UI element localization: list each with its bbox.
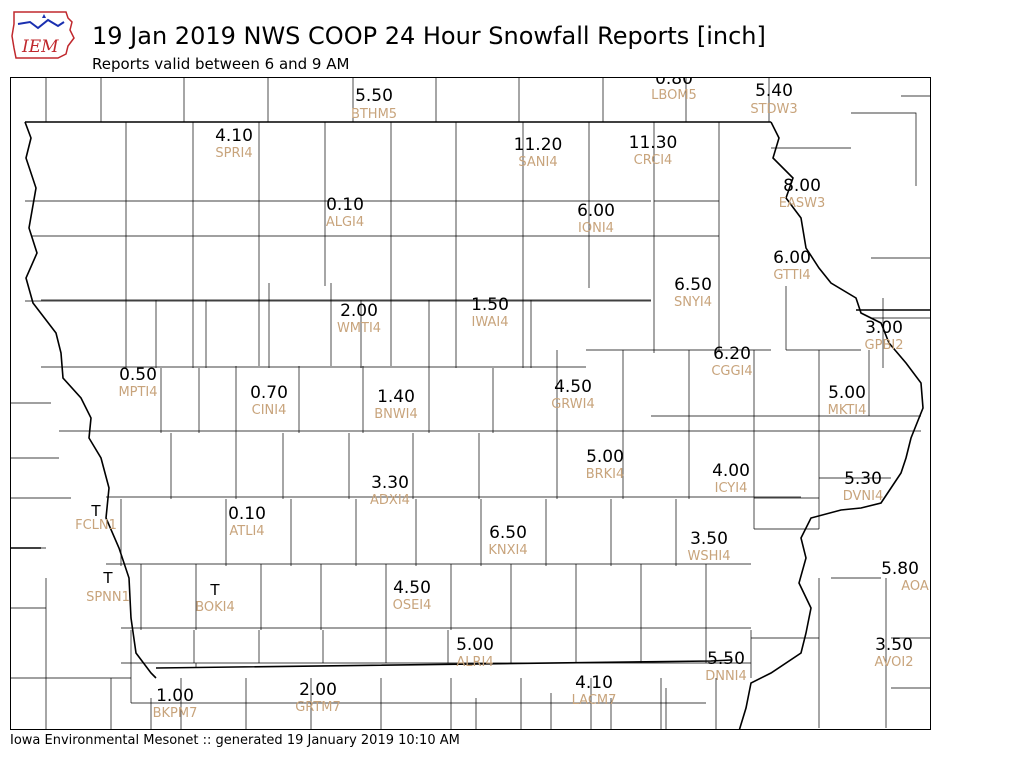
station-id: FCLN1	[75, 518, 117, 533]
snowfall-value: 0.10	[326, 195, 364, 215]
station-id: SPRI4	[215, 146, 252, 161]
station-id: LBOM5	[651, 88, 697, 103]
snowfall-value: T	[102, 569, 113, 587]
snowfall-value: 6.50	[674, 275, 712, 295]
snowfall-value: 5.30	[844, 469, 882, 489]
snowfall-value: 5.50	[355, 86, 393, 106]
snowfall-value: 3.30	[371, 473, 409, 493]
snowfall-value: 6.20	[713, 344, 751, 364]
snowfall-value: 5.00	[828, 383, 866, 403]
station-id: AOA	[901, 579, 929, 594]
snowfall-value: 4.10	[575, 673, 613, 693]
snowfall-value: 8.00	[783, 176, 821, 196]
station-id: MKTI4	[828, 403, 867, 418]
station-id: AVOI2	[874, 655, 913, 670]
station-id: ALRI4	[456, 655, 493, 670]
snowfall-value: 5.00	[456, 635, 494, 655]
station-id: GPBI2	[865, 338, 904, 353]
snowfall-value: 0.10	[228, 504, 266, 524]
snowfall-value: 11.20	[514, 135, 563, 155]
station-id: KNXI4	[488, 543, 527, 558]
iem-logo: IEM	[8, 8, 76, 66]
station-id: SNYI4	[674, 295, 712, 310]
station-id: EASW3	[779, 196, 825, 211]
station-id: ALGI4	[326, 215, 364, 230]
snowfall-value: 2.00	[299, 680, 337, 700]
map-panel: 5.50 BTHM5 0.80 LBOM5 5.40 STDW3 4.10 SPRI4 11.2…	[10, 77, 931, 730]
station-id: CGGI4	[711, 364, 752, 379]
station-id: LACM7	[572, 693, 617, 708]
snowfall-value: 11.30	[629, 133, 678, 153]
footer-credit: Iowa Environmental Mesonet :: generated …	[10, 733, 460, 748]
station-id: SANI4	[518, 155, 557, 170]
page-title: 19 Jan 2019 NWS COOP 24 Hour Snowfall Re…	[92, 22, 766, 50]
station-id: CRCI4	[634, 153, 673, 168]
logo-text: IEM	[21, 37, 59, 57]
station-id: GRTM7	[295, 700, 341, 715]
station-id: BTHM5	[351, 107, 397, 122]
snowfall-value: 6.00	[773, 248, 811, 268]
station-id: WMTI4	[337, 321, 381, 336]
snowfall-value: 3.50	[875, 635, 913, 655]
station-id: GRWI4	[551, 397, 595, 412]
snowfall-value: 1.00	[156, 686, 194, 706]
snowfall-value: 3.50	[690, 529, 728, 549]
station-id: DVNI4	[843, 489, 884, 504]
station-id: DNNI4	[705, 669, 747, 684]
snowfall-value: 5.80	[881, 559, 919, 579]
station-id: IWAI4	[472, 315, 509, 330]
station-id: BRKI4	[586, 467, 625, 482]
snowfall-value: 6.00	[577, 201, 615, 221]
snowfall-value: 4.00	[712, 461, 750, 481]
snowfall-value: 1.50	[471, 295, 509, 315]
station-id: ICYI4	[715, 481, 748, 496]
snowfall-value: T	[209, 581, 220, 599]
snowfall-value: 4.10	[215, 126, 253, 146]
station-id: IONI4	[578, 221, 614, 236]
station-id: MPTI4	[118, 385, 157, 400]
station-id: ADXI4	[370, 493, 410, 508]
snowfall-value: 0.80	[655, 78, 693, 89]
snowfall-value: 3.00	[865, 318, 903, 338]
snowfall-value: 5.40	[755, 81, 793, 101]
snowfall-value: 1.40	[377, 387, 415, 407]
station-id: CINI4	[252, 403, 287, 418]
snowfall-value: T	[90, 502, 101, 520]
station-id: STDW3	[750, 102, 797, 117]
station-id: OSEI4	[393, 598, 432, 613]
snowfall-value: 0.50	[119, 365, 157, 385]
snowfall-value: 6.50	[489, 523, 527, 543]
station-id: ATLI4	[229, 524, 264, 539]
snowfall-value: 5.00	[586, 447, 624, 467]
county-boundaries	[11, 78, 930, 729]
station-id: BKPM7	[153, 706, 198, 721]
station-id: BOKI4	[195, 600, 235, 615]
snowfall-value: 4.50	[554, 377, 592, 397]
page-subtitle: Reports valid between 6 and 9 AM	[92, 55, 350, 73]
station-id: GTTI4	[773, 268, 810, 283]
snowfall-value: 4.50	[393, 578, 431, 598]
state-boundaries	[11, 121, 930, 729]
snowfall-value: 5.50	[707, 649, 745, 669]
station-id: BNWI4	[374, 407, 418, 422]
snowfall-value: 2.00	[340, 301, 378, 321]
iowa-state-outline-icon: IEM	[11, 11, 75, 59]
station-id: WSHI4	[688, 549, 731, 564]
station-id: SPNN1	[86, 590, 130, 605]
snowfall-value: 0.70	[250, 383, 288, 403]
